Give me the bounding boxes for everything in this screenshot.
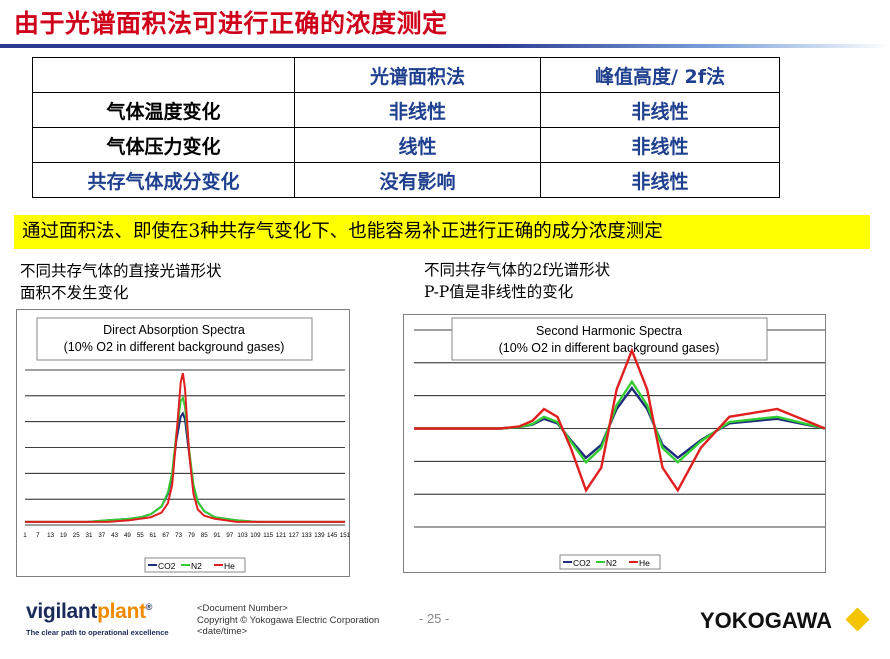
direct-absorption-chart: Direct Absorption Spectra (10% O2 in dif… [16, 309, 351, 577]
series-line-N2 [414, 379, 826, 465]
x-tick-label: 31 [86, 532, 93, 539]
legend-label: CO2 [158, 561, 176, 571]
chart-title: Second Harmonic Spectra [536, 324, 682, 338]
document-date: <date/time> [197, 626, 248, 637]
legend-label: CO2 [573, 558, 591, 568]
vigilantplant-logo: vigilantplant® [26, 600, 153, 623]
second-harmonic-chart: Second Harmonic Spectra (10% O2 in diffe… [403, 314, 826, 573]
series-line-N2 [25, 395, 345, 523]
x-tick-label: 13 [47, 532, 54, 539]
x-tick-label: 91 [214, 532, 221, 539]
right-caption-line1: 不同共存气体的2f光谱形状 [424, 261, 611, 279]
x-tick-label: 109 [250, 532, 261, 539]
page-number: - 25 - [419, 611, 450, 626]
table-header-row: 光谱面积法 峰值高度/ 2f法 [32, 57, 780, 93]
copyright-text: Copyright © Yokogawa Electric Corporatio… [197, 614, 380, 626]
document-number: <Document Number> [197, 603, 288, 614]
second-harmonic-chart-svg: Second Harmonic Spectra (10% O2 in diffe… [414, 317, 826, 570]
series-line-CO2 [25, 411, 345, 523]
x-tick-label: 133 [301, 532, 312, 539]
comparison-table: 光谱面积法 峰值高度/ 2f法 气体温度变化 非线性 非线性 气体压力变化 线性… [32, 57, 780, 198]
series-line-He [25, 372, 345, 523]
table-row: 气体压力变化 线性 非线性 [32, 127, 780, 163]
row-label: 气体压力变化 [32, 127, 295, 163]
x-tick-label: 43 [111, 532, 118, 539]
legend-label: He [639, 558, 650, 568]
x-tick-label: 115 [263, 532, 273, 539]
chart-title: Direct Absorption Spectra [103, 323, 245, 337]
right-caption-line2: P-P值是非线性的变化 [424, 283, 574, 301]
x-tick-label: 55 [137, 532, 144, 539]
x-tick-label: 121 [276, 532, 287, 539]
x-tick-label: 61 [150, 532, 157, 539]
logo-tagline: The clear path to operational excellence [26, 628, 169, 637]
left-caption: 不同共存气体的直接光谱形状 面积不发生变化 [20, 260, 222, 304]
chart-title-box [451, 317, 768, 361]
series-line-He [414, 347, 826, 493]
chart-title-box [36, 317, 313, 361]
x-tick-label: 79 [188, 532, 195, 539]
x-tick-label: 67 [162, 532, 169, 539]
table-cell: 非线性 [540, 162, 780, 198]
legend-box [559, 554, 661, 570]
table-cell: 非线性 [540, 127, 780, 163]
x-tick-label: 7 [36, 532, 40, 539]
direct-absorption-chart-svg: Direct Absorption Spectra (10% O2 in dif… [23, 317, 351, 573]
x-tick-label: 85 [201, 532, 208, 539]
legend-box [144, 557, 246, 573]
page-title: 由于光谱面积法可进行正确的浓度测定 [14, 9, 448, 38]
chart-subtitle: (10% O2 in different background gases) [499, 341, 720, 355]
right-caption: 不同共存气体的2f光谱形状 P-P值是非线性的变化 [424, 259, 610, 303]
x-tick-label: 49 [124, 532, 131, 539]
yokogawa-diamond-icon [845, 607, 870, 632]
chart-subtitle: (10% O2 in different background gases) [64, 340, 285, 354]
x-tick-label: 103 [237, 532, 248, 539]
legend-label: He [224, 561, 235, 571]
highlight-banner: 通过面积法、即使在3种共存气变化下、也能容易补正进行正确的成分浓度测定 [14, 215, 870, 249]
x-tick-label: 25 [73, 532, 80, 539]
legend-label: N2 [191, 561, 202, 571]
document-info: <Document Number> Copyright © Yokogawa E… [197, 603, 379, 638]
row-label: 共存气体成分变化 [32, 162, 295, 198]
table-header-cell: 峰值高度/ 2f法 [540, 57, 780, 93]
x-tick-label: 127 [289, 532, 300, 539]
x-tick-label: 1 [23, 532, 27, 539]
table-cell: 非线性 [294, 92, 541, 128]
table-cell: 线性 [294, 127, 541, 163]
x-tick-label: 19 [60, 532, 67, 539]
left-caption-line1: 不同共存气体的直接光谱形状 [20, 262, 222, 280]
table-cell: 没有影响 [294, 162, 541, 198]
row-label: 气体温度变化 [32, 92, 295, 128]
x-tick-label: 145 [327, 532, 338, 539]
table-row: 共存气体成分变化 没有影响 非线性 [32, 162, 780, 198]
yokogawa-logo: YOKOGAWA [700, 608, 833, 633]
table-header-cell: 光谱面积法 [294, 57, 541, 93]
table-cell: 非线性 [540, 92, 780, 128]
legend-label: N2 [606, 558, 617, 568]
x-tick-label: 37 [98, 532, 105, 539]
table-header-cell [32, 57, 295, 93]
table-row: 气体温度变化 非线性 非线性 [32, 92, 780, 128]
left-caption-line2: 面积不发生变化 [20, 284, 129, 302]
title-underline [0, 44, 890, 48]
x-tick-label: 97 [226, 532, 233, 539]
x-tick-label: 73 [175, 532, 182, 539]
x-tick-label: 139 [314, 532, 325, 539]
x-tick-label: 151 [340, 532, 351, 539]
